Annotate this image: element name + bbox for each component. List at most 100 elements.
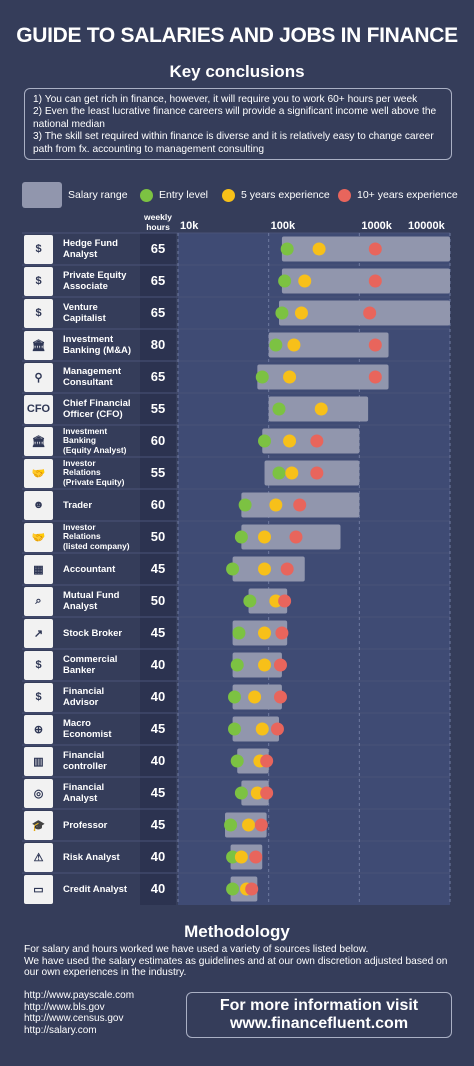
entry-level-point	[243, 594, 257, 608]
job-title-line: Relations	[63, 531, 101, 542]
job-title-line: Investment	[63, 426, 108, 437]
weekly-hours-value: 50	[150, 529, 166, 544]
job-title-text: Investor Relations (listed company)	[63, 522, 130, 551]
job-title-line: Trader	[63, 499, 93, 511]
weekly-hours-value: 65	[150, 241, 166, 256]
job-title: Risk Analyst	[63, 841, 141, 873]
website-link[interactable]: www.financefluent.com	[229, 1015, 409, 1032]
five-years-point	[294, 306, 308, 320]
job-title-text: Mutual Fund Analyst	[63, 590, 119, 612]
entry-level-point	[272, 402, 286, 416]
five-years-dot	[222, 188, 235, 202]
job-title: Accountant	[63, 553, 141, 585]
job-title-line: Consultant	[63, 377, 113, 388]
job-title-line: Hedge Fund	[63, 238, 118, 249]
methodology-text-2: We have used the salary estimates as gui…	[24, 955, 448, 979]
ten-years-point	[273, 658, 287, 672]
job-title-line: (Private Equity)	[63, 476, 125, 487]
five-years-point	[242, 818, 256, 832]
entry-level-point	[272, 466, 286, 480]
job-title-line: Credit Analyst	[63, 883, 128, 895]
job-title-line: Financial	[63, 686, 105, 697]
more-info-box: For more information visit www.financefl…	[186, 992, 452, 1038]
weekly-hours-value: 60	[150, 497, 166, 512]
ten-years-point	[293, 498, 307, 512]
source-link[interactable]: http://salary.com	[24, 1025, 97, 1037]
job-title-text: Trader	[63, 500, 92, 511]
entry-level-point	[258, 434, 272, 448]
ten-years-point	[368, 242, 382, 256]
entry-level-point	[275, 306, 289, 320]
legend-entry-level: Entry level	[140, 182, 208, 208]
salary-range-bar	[281, 268, 450, 294]
job-title-line: Relations	[63, 467, 101, 478]
weekly-hours-value: 45	[150, 625, 166, 640]
x-tick-label: 1000k	[361, 220, 392, 232]
job-title: Hedge Fund Analyst	[63, 233, 141, 265]
job-title-line: Banker	[63, 665, 96, 676]
ten-years-point	[368, 338, 382, 352]
job-title-text: Commercial Banker	[63, 654, 117, 676]
job-title: Stock Broker	[63, 617, 141, 649]
x-tick-label: 100k	[270, 220, 296, 232]
weekly-hours-value: 45	[150, 721, 166, 736]
job-title-line: Venture	[63, 302, 98, 313]
weekly-hours-value: 55	[150, 401, 166, 416]
job-title-text: Investment Banking (Equity Analyst)	[63, 426, 127, 455]
legend-salary-range-label: Salary range	[68, 189, 128, 201]
ten-years-point	[289, 530, 303, 544]
job-title: Financial Advisor	[63, 681, 141, 713]
methodology-text-1: For salary and hours worked we have used…	[24, 944, 369, 955]
job-title-text: Hedge Fund Analyst	[63, 238, 118, 260]
ten-years-point	[260, 754, 274, 768]
job-title-line: Investment	[63, 334, 114, 345]
weekly-hours-value: 50	[150, 593, 166, 608]
credit-card-icon: ▭	[24, 874, 53, 904]
five-years-point	[258, 562, 272, 576]
cfo-icon: CFO	[24, 394, 53, 424]
source-link[interactable]: http://www.census.gov	[24, 1013, 124, 1025]
source-link[interactable]: http://www.payscale.com	[24, 990, 135, 1001]
salary-range-swatch	[22, 182, 62, 208]
job-title: Private Equity Associate	[63, 265, 141, 297]
handshake-private-icon: 🤝	[24, 458, 53, 488]
five-years-point	[283, 370, 297, 384]
source-links: http://www.payscale.com http://www.bls.g…	[24, 990, 134, 1037]
methodology-text: For salary and hours worked we have used…	[24, 944, 454, 979]
legend-ten-years: 10+ years experience	[338, 182, 458, 208]
job-title-text: Private Equity Associate	[63, 270, 126, 292]
job-title-text: Financial Advisor	[63, 686, 104, 708]
job-title-text: Stock Broker	[63, 628, 122, 639]
conclusion-3: 3) The skill set required within finance…	[33, 131, 434, 155]
calculator-icon: ▦	[24, 554, 53, 584]
job-title-line: Investor	[63, 522, 96, 533]
job-title-text: Risk Analyst	[63, 852, 120, 863]
weekly-hours-header-line-1: weekly	[144, 212, 172, 222]
job-title-line: (Equity Analyst)	[63, 444, 127, 455]
entry-level-point	[226, 562, 240, 576]
legend-five-years: 5 years experience	[222, 182, 330, 208]
legend-five-years-label: 5 years experience	[241, 189, 330, 201]
five-years-point	[312, 242, 326, 256]
key-conclusions-heading: Key conclusions	[169, 62, 305, 81]
stock-chart-icon: ↗	[24, 618, 53, 648]
job-title-line: Investor	[63, 458, 96, 469]
money-wings-icon: $	[24, 298, 53, 328]
job-title: Investment Banking (M&A)	[63, 329, 141, 361]
entry-level-point	[269, 338, 283, 352]
job-title-text: Macro Economist	[63, 718, 112, 740]
job-title-line: Banking	[63, 435, 97, 446]
x-tick-label: 10k	[180, 220, 199, 232]
weekly-hours-value: 40	[150, 881, 166, 896]
more-info-text: For more information visit	[219, 997, 419, 1014]
weekly-hours-value: 65	[150, 305, 166, 320]
job-title-text: Chief Financial Officer (CFO)	[63, 398, 131, 420]
job-title: Management Consultant	[63, 361, 141, 393]
job-title-line: Macro	[63, 718, 91, 729]
salary-range-bar	[268, 332, 389, 358]
source-link[interactable]: http://www.bls.gov	[24, 1001, 105, 1013]
five-years-point	[258, 530, 272, 544]
job-title-text: Management Consultant	[63, 366, 121, 388]
methodology-title: Methodology	[184, 922, 290, 941]
job-title-line: Risk Analyst	[63, 851, 120, 863]
